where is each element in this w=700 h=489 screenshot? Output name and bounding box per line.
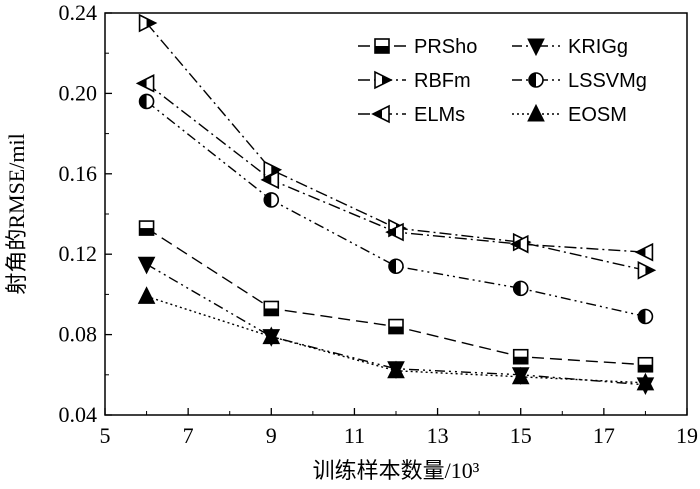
legend-marker-rbfm [374, 70, 393, 90]
plot-layer [135, 13, 657, 395]
legend-item-elms: ELMs [358, 104, 465, 126]
data-point-eosm-2 [387, 360, 405, 379]
x-tick-label-0: 5 [100, 423, 111, 448]
data-point-elms-3 [509, 234, 529, 254]
data-point-eosm-3 [511, 366, 530, 385]
legend-item-rbfm: RBFm [358, 70, 471, 92]
data-point-elms-4 [634, 242, 654, 262]
data-point-lssvmg-3 [512, 280, 529, 297]
legend-marker-krigg [527, 38, 545, 57]
legend: PRSho KRIGg RBFm LSSVMg ELMs EOSM [358, 36, 647, 126]
data-point-krigg-0 [137, 256, 156, 275]
data-point-lssvmg-0 [138, 93, 155, 110]
data-point-rbfm-0 [138, 13, 158, 33]
legend-label-prsho: PRSho [414, 36, 477, 58]
data-point-eosm-1 [262, 326, 281, 345]
x-tick-label-4: 13 [427, 423, 449, 448]
x-axis-label: 训练样本数量/10³ [313, 458, 480, 483]
data-point-eosm-4 [636, 372, 655, 391]
legend-marker-lssvmg [528, 72, 544, 88]
legend-item-prsho: PRSho [358, 36, 477, 58]
data-point-lssvmg-4 [637, 308, 654, 325]
x-tick-label-1: 7 [183, 423, 194, 448]
legend-marker-eosm [527, 103, 545, 122]
data-point-eosm-0 [137, 286, 156, 304]
data-point-prsho-1 [263, 300, 280, 317]
x-tick-label-3: 11 [344, 423, 365, 448]
data-point-prsho-2 [388, 318, 404, 335]
legend-label-elms: ELMs [414, 104, 465, 126]
y-tick-label-5: 0.24 [59, 0, 98, 25]
data-point-rbfm-1 [263, 160, 283, 180]
y-tick-label-3: 0.16 [59, 161, 98, 186]
y-tick-label-0: 0.04 [59, 402, 98, 427]
legend-label-krigg: KRIGg [568, 36, 628, 58]
legend-item-krigg: KRIGg [512, 36, 628, 58]
x-tick-label-5: 15 [510, 423, 532, 448]
y-axis-label: 射角的RMSE/mil [4, 133, 29, 294]
data-point-prsho-0 [138, 220, 155, 236]
y-tick-label-2: 0.12 [59, 241, 98, 266]
legend-marker-prsho [374, 38, 390, 54]
data-point-elms-1 [260, 170, 280, 190]
legend-label-lssvmg: LSSVMg [568, 70, 647, 92]
legend-label-rbfm: RBFm [414, 70, 471, 92]
data-point-rbfm-4 [637, 260, 657, 280]
data-point-elms-0 [135, 74, 155, 93]
axis-layer: 5 7 9 11 13 15 17 19 0.04 0.08 0.12 0.16 0.20 0.24 [59, 0, 699, 448]
x-tick-label-2: 9 [266, 423, 277, 448]
x-tick-label-7: 19 [676, 423, 698, 448]
data-point-lssvmg-2 [388, 258, 404, 275]
data-point-lssvmg-1 [263, 192, 280, 208]
legend-item-eosm: EOSM [512, 103, 627, 126]
data-point-prsho-4 [637, 356, 654, 373]
data-point-prsho-3 [512, 348, 529, 365]
legend-marker-elms [371, 104, 390, 124]
legend-item-lssvmg: LSSVMg [512, 70, 647, 92]
x-tick-label-6: 17 [593, 423, 615, 448]
data-point-elms-2 [385, 222, 404, 242]
y-tick-label-1: 0.08 [59, 322, 98, 347]
legend-label-eosm: EOSM [568, 104, 627, 126]
y-tick-label-4: 0.20 [59, 80, 98, 105]
